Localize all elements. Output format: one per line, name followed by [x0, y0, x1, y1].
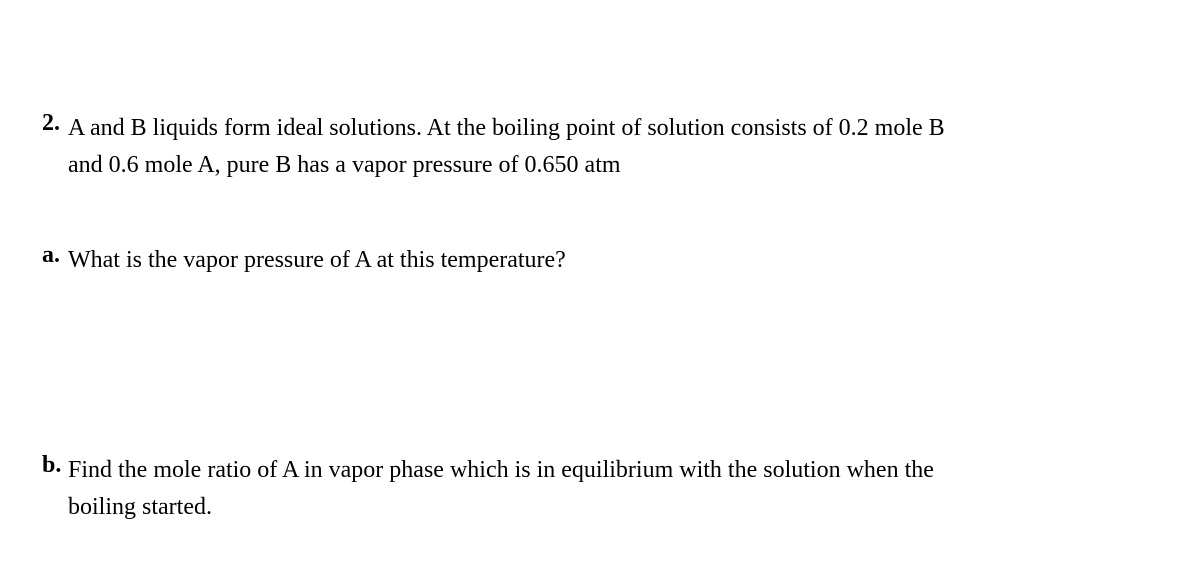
- part-b-label: b.: [42, 452, 68, 479]
- part-a: a. What is the vapor pressure of A at th…: [42, 242, 1140, 279]
- problem-stem: 2. A and B liquids form ideal solutions.…: [42, 110, 1140, 184]
- part-b-first-line: b. Find the mole ratio of A in vapor pha…: [42, 452, 1140, 489]
- part-a-text: What is the vapor pressure of A at this …: [68, 242, 566, 279]
- part-b: b. Find the mole ratio of A in vapor pha…: [42, 452, 1140, 526]
- part-a-label: a.: [42, 242, 68, 269]
- page-content: 2. A and B liquids form ideal solutions.…: [0, 0, 1200, 526]
- problem-stem-text-1: A and B liquids form ideal solutions. At…: [68, 110, 945, 147]
- problem-stem-text-2: and 0.6 mole A, pure B has a vapor press…: [68, 147, 1140, 184]
- problem-number: 2.: [42, 110, 68, 137]
- part-b-text-1: Find the mole ratio of A in vapor phase …: [68, 452, 934, 489]
- problem-first-line: 2. A and B liquids form ideal solutions.…: [42, 110, 1140, 147]
- part-b-text-2: boiling started.: [68, 489, 1140, 526]
